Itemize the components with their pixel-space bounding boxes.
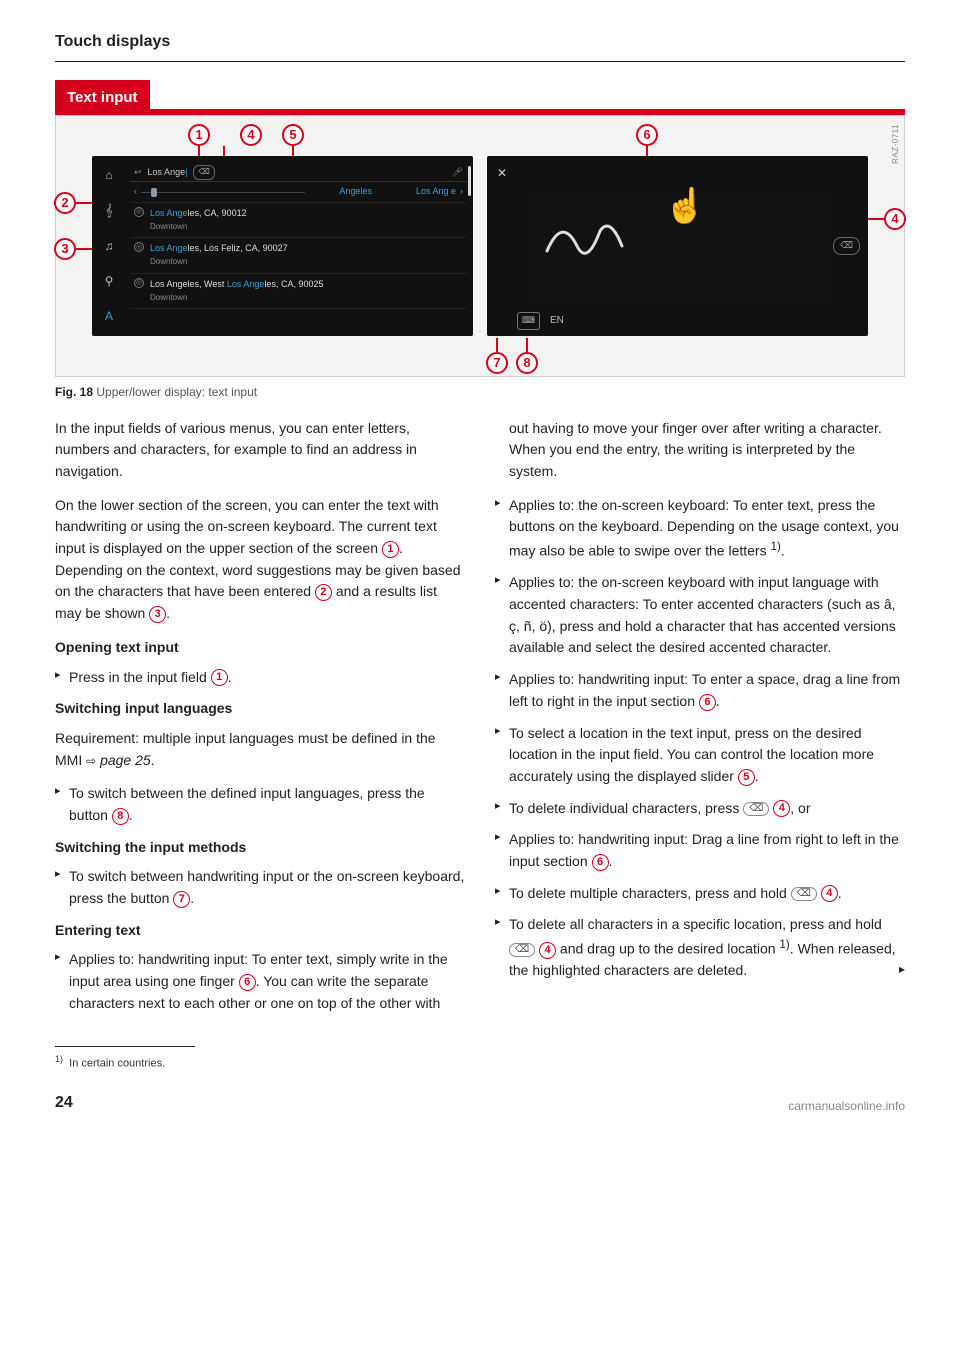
suggestion-2[interactable]: Los Ang e (416, 185, 456, 199)
ref-3: 3 (149, 606, 166, 623)
callout-8-lead (526, 338, 528, 352)
li-open: Press in the input field 1. (55, 667, 465, 689)
target-icon: ◎ (134, 242, 144, 252)
callout-2: 2 (54, 192, 76, 214)
pointer-hand-icon: ☝ (664, 180, 706, 233)
li-hand-enter: Applies to: handwriting input: To enter … (55, 949, 465, 1014)
result-row-1[interactable]: ◎ Los Angeles, CA, 90012 Downtown (130, 203, 467, 238)
heading-lang: Switching input languages (55, 698, 465, 720)
slider-knob[interactable] (151, 188, 157, 197)
ref-6: 6 (239, 974, 256, 991)
li-delete-hand: Applies to: handwriting input: Drag a li… (495, 829, 905, 872)
ref-1: 1 (382, 541, 399, 558)
page-footer: 24 carmanualsonline.info (55, 1091, 905, 1116)
section-title: Text input (55, 80, 150, 115)
heading-opening: Opening text input (55, 637, 465, 659)
text-input-field[interactable]: ↩ Los Ange| ⌫ 🎤︎ (130, 164, 467, 182)
ref-1b: 1 (211, 669, 228, 686)
continuation-para: out having to move your finger over afte… (495, 418, 905, 483)
ref-6b: 6 (699, 694, 716, 711)
figure-frame: RAZ-0711 1 4 5 6 2 3 4 ⌂ 𝄞 ♫ ⚲ A ↩ Los A… (55, 115, 905, 377)
ref-2: 2 (315, 584, 332, 601)
upper-display-screenshot: ⌂ 𝄞 ♫ ⚲ A ↩ Los Ange| ⌫ 🎤︎ ‹ Angeles (92, 156, 473, 336)
callout-6: 6 (636, 124, 658, 146)
footnote-rule (55, 1046, 195, 1047)
language-button[interactable]: EN (550, 313, 564, 329)
chevron-left-icon[interactable]: ‹ (134, 185, 137, 199)
intro-para-2: On the lower section of the screen, you … (55, 495, 465, 625)
callout-8: 8 (516, 352, 538, 374)
footnote: 1) In certain countries. (55, 1053, 905, 1073)
callout-1: 1 (188, 124, 210, 146)
heading-enter: Entering text (55, 920, 465, 942)
callout-4a: 4 (240, 124, 262, 146)
main-area: ↩ Los Ange| ⌫ 🎤︎ ‹ Angeles Los Ang e › ◎ (130, 164, 467, 328)
footer-url: carmanualsonline.info (788, 1097, 905, 1116)
lang-req: Requirement: multiple input languages mu… (55, 728, 465, 771)
lower-display-screenshot: ✕ ☝ ⌫ ⌨ EN (487, 156, 868, 336)
li-delete-all: To delete all characters in a specific l… (495, 914, 905, 982)
music-icon: ♫ (105, 237, 114, 256)
back-icon: ↩ (134, 166, 142, 180)
scroll-indicator[interactable] (468, 166, 471, 326)
callout-7-lead (496, 338, 498, 352)
li-space: Applies to: handwriting input: To enter … (495, 669, 905, 712)
section-title-row: Text input (55, 80, 905, 115)
callout-4b: 4 (884, 208, 906, 230)
li-lang: To switch between the defined input lang… (55, 783, 465, 826)
intro-para-1: In the input fields of various menus, yo… (55, 418, 465, 483)
delete-key-icon: ⌫ (743, 802, 769, 816)
bottom-toolbar: ⌨ EN (517, 312, 564, 330)
figure-row: ⌂ 𝄞 ♫ ⚲ A ↩ Los Ange| ⌫ 🎤︎ ‹ Angeles (92, 156, 868, 336)
home-icon: ⌂ (105, 166, 112, 185)
delete-key-icon: ⌫ (791, 887, 817, 901)
delete-key-icon[interactable]: ⌫ (833, 237, 860, 255)
left-sidebar: ⌂ 𝄞 ♫ ⚲ A (92, 166, 126, 326)
li-keyboard: Applies to: the on-screen keyboard: To e… (495, 495, 905, 563)
ref-5: 5 (738, 769, 755, 786)
right-column: out having to move your finger over afte… (495, 418, 905, 1025)
target-icon: ◎ (134, 278, 144, 288)
chevron-right-icon[interactable]: › (460, 185, 463, 199)
ref-6c: 6 (592, 854, 609, 871)
search-icon: ⚲ (105, 272, 114, 291)
ref-4b: 4 (821, 885, 838, 902)
target-icon: ◎ (134, 207, 144, 217)
heading-method: Switching the input methods (55, 837, 465, 859)
ref-4: 4 (773, 800, 790, 817)
close-icon[interactable]: ✕ (497, 164, 507, 183)
mic-icon[interactable]: 🎤︎ (452, 166, 463, 180)
li-accent: Applies to: the on-screen keyboard with … (495, 572, 905, 659)
keyboard-icon[interactable]: ⌨ (517, 312, 540, 330)
delete-key-icon[interactable]: ⌫ (193, 165, 214, 179)
callout-3: 3 (54, 238, 76, 260)
ref-8: 8 (112, 808, 129, 825)
nav-letter-icon: A (105, 307, 113, 326)
li-location: To select a location in the text input, … (495, 723, 905, 788)
callout-7: 7 (486, 352, 508, 374)
page-number: 24 (55, 1091, 73, 1116)
body-columns: In the input fields of various menus, yo… (55, 418, 905, 1025)
left-column: In the input fields of various menus, yo… (55, 418, 465, 1025)
result-row-3[interactable]: ◎ Los Angeles, West Los Angeles, CA, 900… (130, 274, 467, 309)
figure-side-label: RAZ-0711 (890, 124, 902, 164)
handwriting-stroke (542, 211, 662, 266)
li-method: To switch between handwriting input or t… (55, 866, 465, 909)
li-delete-char: To delete individual characters, press ⌫… (495, 798, 905, 820)
continue-arrow-icon: ▸ (899, 960, 905, 979)
input-text: Los Ange| (148, 166, 188, 180)
radio-icon: 𝄞 (105, 201, 112, 220)
page-header: Touch displays (55, 30, 905, 62)
slider-track[interactable] (141, 192, 305, 193)
crossref-arrow-icon: ⇨ (86, 754, 96, 768)
delete-key-icon: ⌫ (509, 943, 535, 957)
ref-7: 7 (173, 891, 190, 908)
result-row-2[interactable]: ◎ Los Angeles, Los Feliz, CA, 90027 Down… (130, 238, 467, 273)
ref-4c: 4 (539, 942, 556, 959)
li-delete-multi: To delete multiple characters, press and… (495, 883, 905, 905)
suggestion-1[interactable]: Angeles (339, 185, 372, 199)
callout-5: 5 (282, 124, 304, 146)
figure-caption: Fig. 18 Upper/lower display: text input (55, 383, 905, 402)
caret-slider-row[interactable]: ‹ Angeles Los Ang e › (130, 182, 467, 203)
